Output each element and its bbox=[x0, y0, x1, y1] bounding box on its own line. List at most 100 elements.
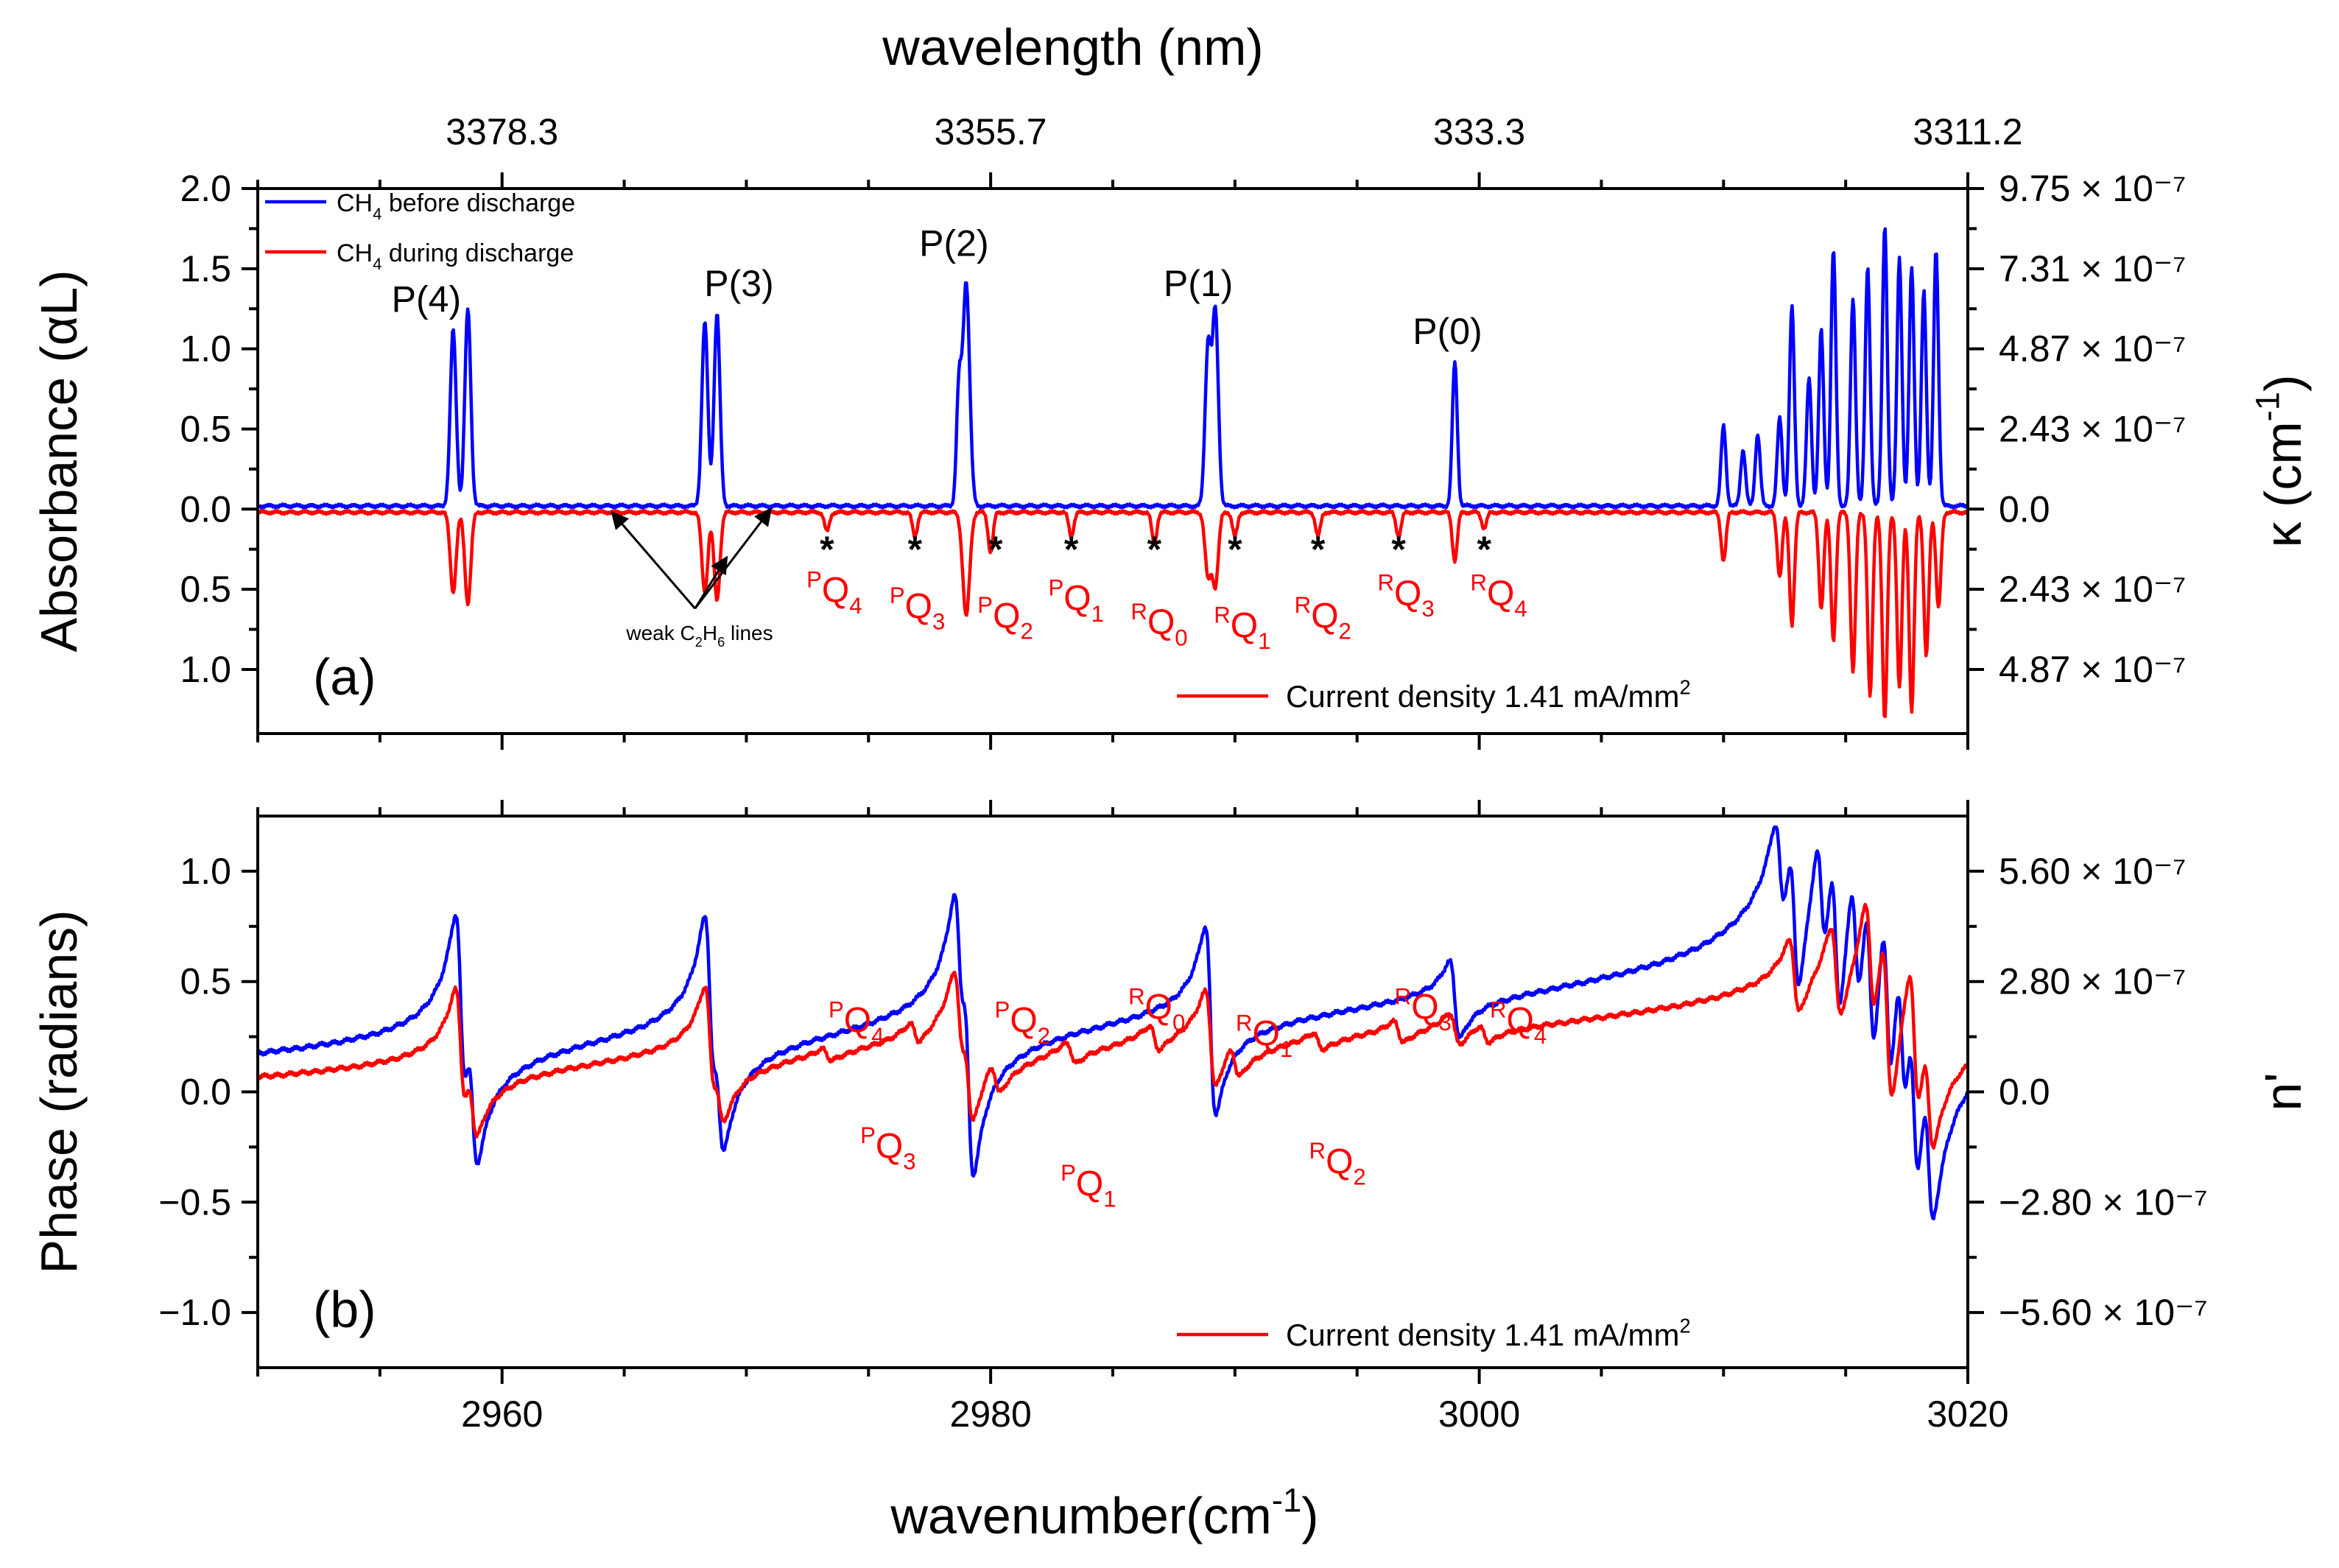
panel-a-right-tick-label: 2.43 × 10⁻⁷ bbox=[1999, 408, 2186, 449]
q-branch-label-b-part: R bbox=[1309, 1138, 1326, 1164]
panel-a-right-ylabel-part: -1 bbox=[2249, 392, 2287, 421]
panel-b-right-tick-label: 2.80 × 10⁻⁷ bbox=[1999, 961, 2186, 1002]
x-tick-label: 2960 bbox=[461, 1393, 543, 1435]
q-branch-label-b-part: R bbox=[1236, 1010, 1253, 1036]
star-marker: * bbox=[1064, 529, 1079, 570]
q-branch-label-part: Q bbox=[1311, 597, 1338, 636]
panel-b-ytick-label: −0.5 bbox=[158, 1181, 231, 1223]
panel-b-phase: 1.0 5.60 × 10⁻⁷ 0.5 2.80 × 10⁻⁷ 0.0 0.0 −0.5 −2… bbox=[30, 800, 2312, 1544]
q-branch-label-b-part: Q bbox=[876, 1127, 903, 1166]
legend-label-before: CH4 before discharge bbox=[337, 189, 575, 223]
c2h6-label-part: lines bbox=[725, 622, 773, 644]
q-branch-label-part: Q bbox=[822, 572, 849, 611]
panel-b-ytick-label: 0.5 bbox=[180, 961, 231, 1002]
q-branch-label-part: R bbox=[1130, 599, 1147, 625]
peak-label: P(1) bbox=[1164, 263, 1233, 304]
peak-label: P(0) bbox=[1413, 311, 1482, 352]
c2h6-arrow bbox=[611, 510, 696, 610]
panel-label-a: (a) bbox=[313, 648, 376, 706]
q-branch-label-part: 4 bbox=[1514, 596, 1527, 622]
c2h6-label-part: 6 bbox=[717, 635, 725, 650]
panel-a-frame bbox=[256, 187, 1969, 735]
panel-b-right-tick-label: −5.60 × 10⁻⁷ bbox=[1999, 1292, 2208, 1333]
panel-b-right-tick-label: 0.0 bbox=[1999, 1072, 2050, 1113]
q-branch-label-b-part: Q bbox=[1507, 1002, 1534, 1041]
panel-a-right-ylabel-part: κ (cm bbox=[2254, 421, 2312, 547]
top-tick-label: 333.3 bbox=[1433, 111, 1525, 152]
q-branch-label-part: Q bbox=[993, 597, 1020, 636]
q-branch-label: PQ3 bbox=[890, 583, 946, 635]
legend-label-during: CH4 during discharge bbox=[337, 239, 574, 273]
panel-b-right-ylabel: n' bbox=[2254, 1072, 2312, 1111]
q-branch-label-part: R bbox=[1295, 592, 1312, 618]
q-branch-label: RQ4 bbox=[1470, 570, 1527, 622]
q-branch-label: RQ0 bbox=[1130, 599, 1187, 651]
q-branch-label-b-part: Q bbox=[1253, 1015, 1280, 1054]
q-branch-label-part: Q bbox=[1063, 579, 1091, 618]
panel-a-right-ylabel-part: ) bbox=[2254, 375, 2312, 392]
panel-a-right-tick-label: 0.0 bbox=[1999, 488, 2050, 530]
q-branch-label-b: RQ4 bbox=[1490, 996, 1547, 1049]
panel-a-right-tick-label: 4.87 × 10⁻⁷ bbox=[1999, 649, 2186, 690]
panel-a-right-tick-label: 4.87 × 10⁻⁷ bbox=[1999, 328, 2186, 370]
top-tick-label: 3378.3 bbox=[446, 111, 558, 152]
panel-a-ylabel: Absorbance (αL) bbox=[30, 270, 88, 652]
panel-a-ytick-label: 2.0 bbox=[180, 168, 231, 209]
panel-a-right-tick-label: 9.75 × 10⁻⁷ bbox=[1999, 168, 2186, 209]
panel-a-ytick-label: 1.0 bbox=[180, 328, 231, 370]
star-marker: * bbox=[1228, 529, 1242, 570]
panel-a-right-tick-label: 7.31 × 10⁻⁷ bbox=[1999, 248, 2186, 289]
q-branch-label-b-part: Q bbox=[1326, 1142, 1353, 1181]
series-ch4-before-discharge-b bbox=[256, 825, 1969, 1221]
q-branch-label-part: P bbox=[890, 583, 905, 608]
legend-label-before-part: before discharge bbox=[381, 189, 575, 217]
current-density-label-a-part: Current density 1.41 mA/mm bbox=[1286, 679, 1680, 714]
q-branch-label-part: 2 bbox=[1020, 619, 1033, 644]
q-branch-label-b-part: P bbox=[1061, 1160, 1076, 1186]
x-axis-title-part: ) bbox=[1301, 1487, 1318, 1544]
q-branch-label-part: Q bbox=[1394, 574, 1421, 614]
q-branch-label: PQ2 bbox=[977, 592, 1033, 644]
panel-b-ytick-label: −1.0 bbox=[158, 1292, 231, 1333]
series-ch4-during-discharge-a bbox=[256, 508, 1969, 719]
q-branch-label-b: RQ3 bbox=[1395, 983, 1452, 1036]
q-branch-label-b-part: P bbox=[860, 1122, 876, 1148]
q-branch-label-part: R bbox=[1214, 602, 1231, 627]
c2h6-label-part: H bbox=[703, 622, 717, 644]
q-branch-label-part: 3 bbox=[932, 609, 945, 635]
q-branch-label-b-part: 0 bbox=[1172, 1010, 1185, 1036]
q-branch-label: RQ3 bbox=[1377, 570, 1434, 622]
legend-label-before-part: 4 bbox=[373, 205, 381, 223]
panel-a-right-ylabel: κ (cm-1) bbox=[2249, 375, 2312, 548]
panel-b-frame bbox=[256, 815, 1969, 1369]
q-branch-label: PQ4 bbox=[806, 566, 862, 619]
panel-b-right-tick-label: −2.80 × 10⁻⁷ bbox=[1999, 1181, 2208, 1223]
q-branch-label-b-part: 2 bbox=[1038, 1023, 1050, 1049]
current-density-label-b: Current density 1.41 mA/mm2 bbox=[1286, 1314, 1691, 1352]
q-branch-label-part: 4 bbox=[849, 593, 862, 619]
q-branch-label-b: RQ1 bbox=[1236, 1010, 1292, 1062]
top-tick-label: 3355.7 bbox=[935, 111, 1047, 152]
q-branch-label-part: Q bbox=[905, 587, 932, 626]
q-branch-label-b-part: 4 bbox=[1534, 1023, 1547, 1049]
q-branch-label-part: Q bbox=[1231, 606, 1258, 645]
x-tick-label: 3020 bbox=[1927, 1393, 2008, 1435]
q-branch-label-part: R bbox=[1470, 570, 1487, 596]
panel-a-ytick-label: 0.0 bbox=[180, 488, 231, 530]
q-branch-label-b-part: 1 bbox=[1103, 1186, 1116, 1212]
q-branch-label-part: P bbox=[1048, 574, 1063, 600]
q-branch-label: PQ1 bbox=[1048, 574, 1104, 627]
star-marker: * bbox=[1147, 529, 1162, 570]
current-density-label-a: Current density 1.41 mA/mm2 bbox=[1286, 675, 1691, 714]
c2h6-label: weak C2H6 lines bbox=[625, 622, 773, 650]
current-density-label-b-part: Current density 1.41 mA/mm bbox=[1286, 1318, 1680, 1352]
q-branch-label-b: RQ2 bbox=[1309, 1138, 1366, 1190]
top-tick-label: 3311.2 bbox=[1913, 111, 2022, 152]
c2h6-label-part: 2 bbox=[695, 635, 703, 650]
peak-label: P(3) bbox=[704, 263, 773, 304]
q-branch-label-b: RQ0 bbox=[1128, 983, 1185, 1036]
x-axis-title-part: wavenumber(cm bbox=[890, 1487, 1271, 1544]
x-axis-title: wavenumber(cm-1) bbox=[890, 1482, 1318, 1544]
panel-b-ylabel: Phase (radians) bbox=[30, 910, 88, 1273]
q-branch-label-b-part: 2 bbox=[1353, 1164, 1365, 1190]
